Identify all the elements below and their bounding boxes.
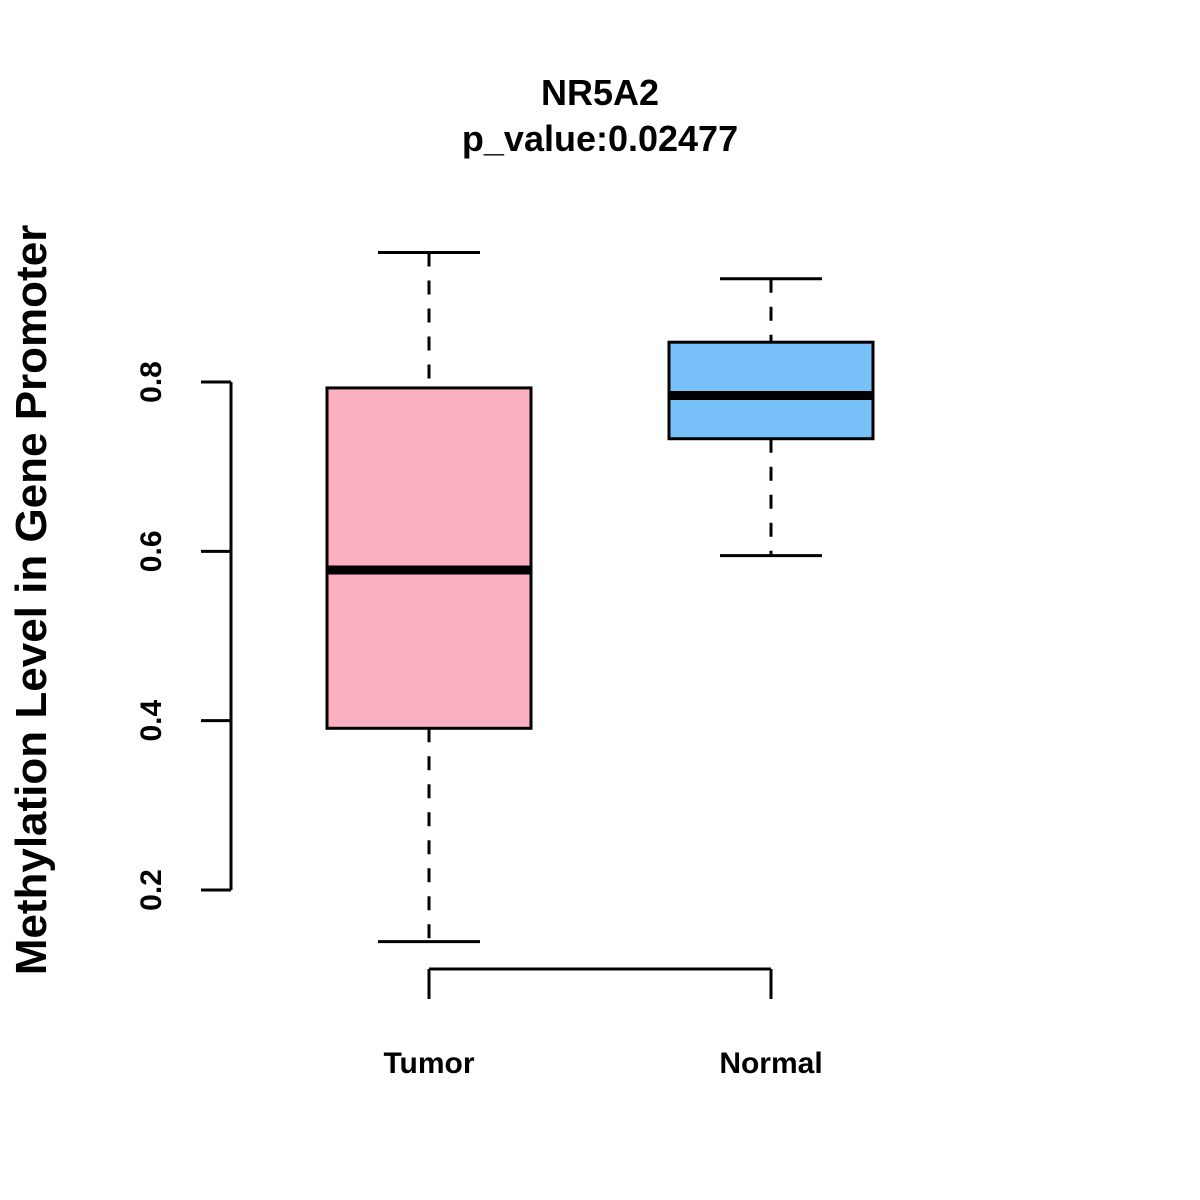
y-axis-label: Methylation Level in Gene Promoter <box>7 225 56 976</box>
x-tick-label: Normal <box>719 1047 822 1080</box>
y-axis: 0.2 0.4 0.6 0.8 <box>135 361 233 911</box>
box-tumor <box>325 250 533 944</box>
boxes-group <box>325 250 875 944</box>
box-normal <box>667 277 875 558</box>
y-tick-label: 0.8 <box>135 361 168 403</box>
x-tick-label: Tumor <box>383 1047 474 1080</box>
y-tick-label: 0.2 <box>135 869 168 911</box>
box-iqr <box>325 386 533 730</box>
x-axis: Tumor Normal <box>383 967 823 1080</box>
y-tick-label: 0.6 <box>135 530 168 572</box>
chart-subtitle: p_value:0.02477 <box>462 118 738 159</box>
chart-title: NR5A2 <box>541 72 659 113</box>
box-iqr <box>667 340 875 441</box>
y-tick-label: 0.4 <box>135 700 168 742</box>
